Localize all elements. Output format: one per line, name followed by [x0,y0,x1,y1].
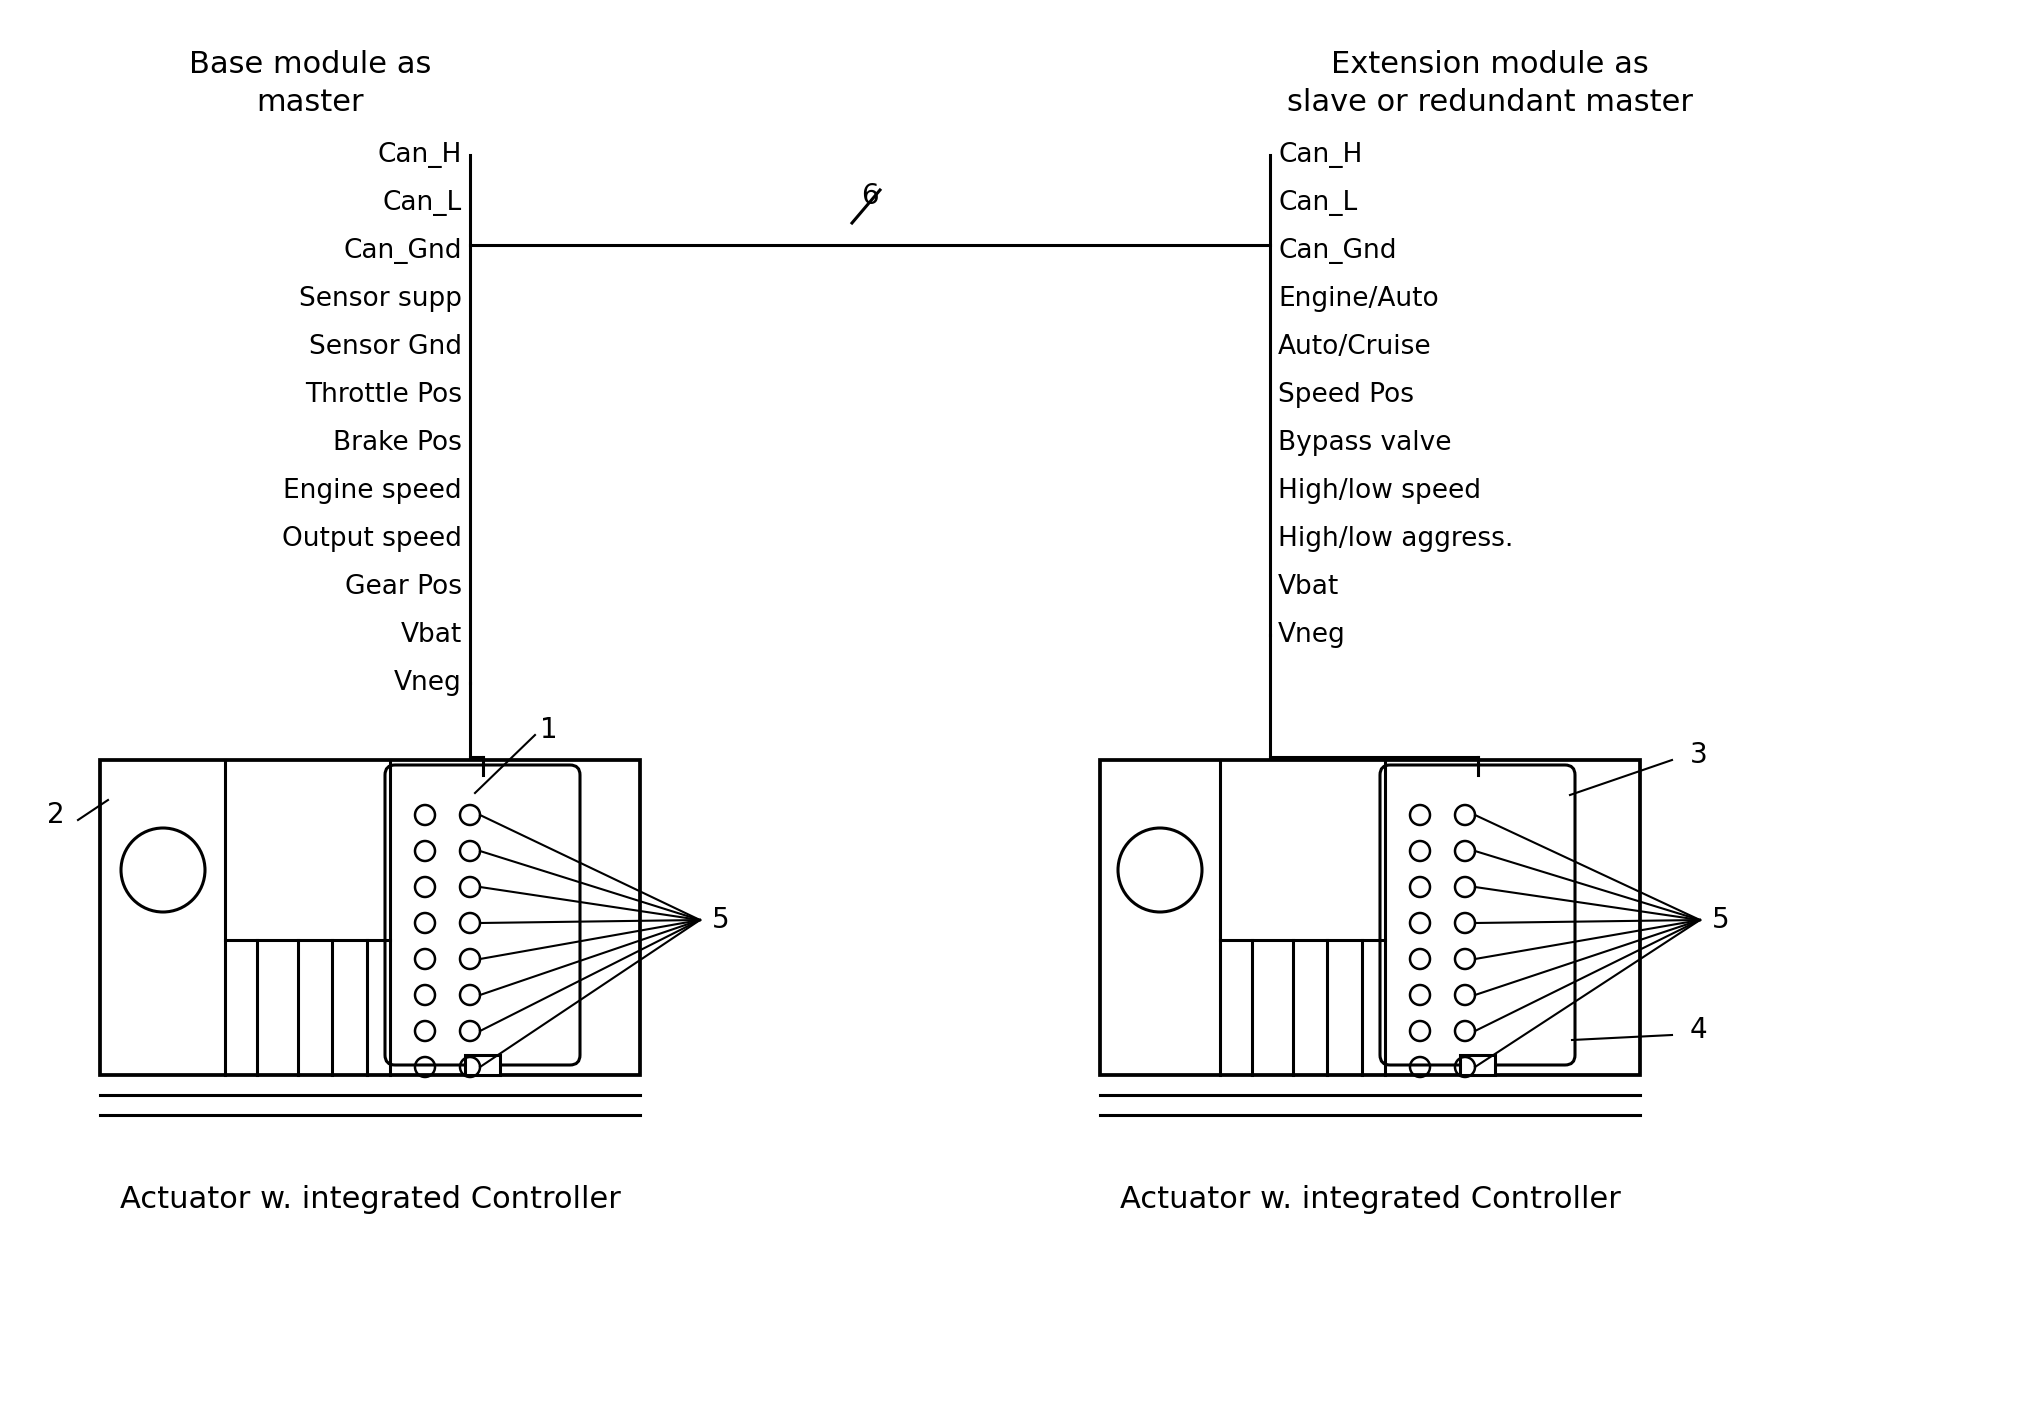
Text: Can_Gnd: Can_Gnd [1278,239,1396,264]
Text: High/low aggress.: High/low aggress. [1278,525,1514,552]
Text: Actuator w. integrated Controller: Actuator w. integrated Controller [120,1186,620,1214]
Text: 5: 5 [1713,906,1729,934]
Text: 6: 6 [862,182,878,210]
Text: Can_L: Can_L [382,190,461,216]
Text: Extension module as
slave or redundant master: Extension module as slave or redundant m… [1286,50,1693,118]
Bar [465,1055,500,1075]
Bar [1461,1055,1496,1075]
Text: Engine/Auto: Engine/Auto [1278,285,1439,312]
Text: Speed Pos: Speed Pos [1278,382,1414,408]
Text: Sensor supp: Sensor supp [299,285,461,312]
Bar [1099,760,1640,1075]
Text: 2: 2 [47,801,65,829]
Text: Actuator w. integrated Controller: Actuator w. integrated Controller [1120,1186,1620,1214]
Text: High/low speed: High/low speed [1278,479,1481,504]
Text: Gear Pos: Gear Pos [345,574,461,601]
Text: 1: 1 [541,716,557,744]
Text: Vbat: Vbat [400,622,461,648]
Text: Can_L: Can_L [1278,190,1357,216]
Text: Engine speed: Engine speed [282,479,461,504]
FancyBboxPatch shape [1380,765,1575,1065]
Text: Vneg: Vneg [394,670,461,696]
Text: 5: 5 [711,906,729,934]
Text: Can_H: Can_H [1278,142,1361,168]
Text: Auto/Cruise: Auto/Cruise [1278,334,1433,361]
Text: Brake Pos: Brake Pos [333,430,461,456]
Text: Base module as
master: Base module as master [189,50,431,118]
Text: 3: 3 [1691,741,1707,770]
Bar [100,760,640,1075]
Text: Output speed: Output speed [282,525,461,552]
Text: Throttle Pos: Throttle Pos [305,382,461,408]
Text: Bypass valve: Bypass valve [1278,430,1451,456]
Text: Vneg: Vneg [1278,622,1345,648]
FancyBboxPatch shape [384,765,579,1065]
Text: Sensor Gnd: Sensor Gnd [309,334,461,361]
Text: Vbat: Vbat [1278,574,1339,601]
Text: Can_H: Can_H [378,142,461,168]
Text: Can_Gnd: Can_Gnd [343,239,461,264]
Text: 4: 4 [1691,1015,1707,1044]
